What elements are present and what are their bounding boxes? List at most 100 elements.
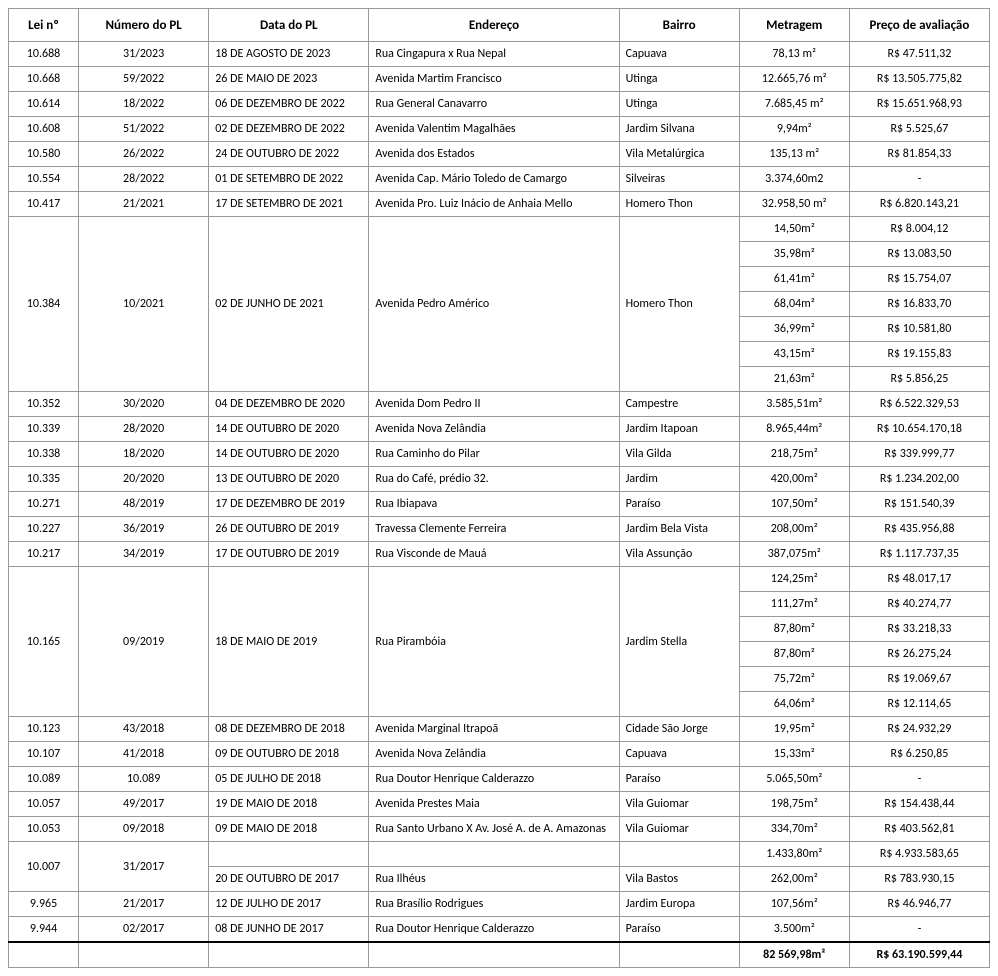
cell-pl: 31/2023 xyxy=(79,42,209,67)
cell-lei: 10.089 xyxy=(9,767,79,792)
cell-preco: R$ 6.820.143,21 xyxy=(849,192,989,217)
cell-endereco: Travessa Clemente Ferreira xyxy=(369,517,619,542)
cell-preco: R$ 10.654.170,18 xyxy=(849,417,989,442)
cell-lei: 10.668 xyxy=(9,67,79,92)
cell-endereco: Avenida Valentim Magalhães xyxy=(369,117,619,142)
cell-metragem: 3.500m² xyxy=(739,917,849,943)
cell-metragem: 61,41m² xyxy=(739,267,849,292)
table-row: 10.66859/202226 DE MAIO DE 2023Avenida M… xyxy=(9,67,990,92)
cell-data: 14 DE OUTUBRO DE 2020 xyxy=(209,442,369,467)
cell-lei: 10.384 xyxy=(9,217,79,392)
cell-endereco: Rua General Canavarro xyxy=(369,92,619,117)
cell-preco: R$ 154.438,44 xyxy=(849,792,989,817)
table-row: 9.94402/201708 DE JUNHO DE 2017Rua Douto… xyxy=(9,917,990,943)
cell-lei: 10.580 xyxy=(9,142,79,167)
cell-lei: 10.217 xyxy=(9,542,79,567)
cell-pl: 59/2022 xyxy=(79,67,209,92)
cell-endereco: Avenida dos Estados xyxy=(369,142,619,167)
table-body: 10.68831/202318 DE AGOSTO DE 2023Rua Cin… xyxy=(9,42,990,968)
cell-preco: R$ 10.581,80 xyxy=(849,317,989,342)
cell-data: 19 DE MAIO DE 2018 xyxy=(209,792,369,817)
cell-total-metragem: 82 569,98m² xyxy=(739,942,849,968)
table-header-row: Lei nº Número do PL Data do PL Endereço … xyxy=(9,9,990,42)
cell-bairro: Vila Bastos xyxy=(619,867,739,892)
cell-data: 20 DE OUTUBRO DE 2017 xyxy=(209,867,369,892)
header-data: Data do PL xyxy=(209,9,369,42)
cell-bairro: Silveiras xyxy=(619,167,739,192)
cell-empty xyxy=(369,942,619,968)
cell-pl: 02/2017 xyxy=(79,917,209,943)
cell-lei: 10.554 xyxy=(9,167,79,192)
cell-metragem: 107,56m² xyxy=(739,892,849,917)
cell-bairro: Jardim xyxy=(619,467,739,492)
cell-bairro: Homero Thon xyxy=(619,217,739,392)
cell-preco: R$ 4.933.583,65 xyxy=(849,842,989,867)
cell-data: 08 DE DEZEMBRO DE 2018 xyxy=(209,717,369,742)
cell-preco: R$ 19.069,67 xyxy=(849,667,989,692)
cell-preco: R$ 19.155,83 xyxy=(849,342,989,367)
cell-pl: 31/2017 xyxy=(79,842,209,892)
cell-preco: R$ 1.117.737,35 xyxy=(849,542,989,567)
cell-metragem: 15,33m² xyxy=(739,742,849,767)
cell-data: 26 DE OUTUBRO DE 2019 xyxy=(209,517,369,542)
cell-preco: R$ 48.017,17 xyxy=(849,567,989,592)
cell-preco: R$ 151.540,39 xyxy=(849,492,989,517)
table-row: 10.08910.08905 DE JULHO DE 2018Rua Douto… xyxy=(9,767,990,792)
table-row: 9.96521/201712 DE JULHO DE 2017Rua Brasí… xyxy=(9,892,990,917)
cell-preco: R$ 435.956,88 xyxy=(849,517,989,542)
cell-endereco: Rua Pirambóia xyxy=(369,567,619,717)
cell-preco: R$ 13.505.775,82 xyxy=(849,67,989,92)
header-preco: Preço de avaliação xyxy=(849,9,989,42)
table-row: 10.10741/201809 DE OUTUBRO DE 2018Avenid… xyxy=(9,742,990,767)
cell-lei: 10.123 xyxy=(9,717,79,742)
cell-endereco: Rua Ilhéus xyxy=(369,867,619,892)
table-row: 10.38410/202102 DE JUNHO DE 2021Avenida … xyxy=(9,217,990,242)
cell-bairro: Capuava xyxy=(619,742,739,767)
cell-endereco: Rua Doutor Henrique Calderazzo xyxy=(369,767,619,792)
cell-bairro: Homero Thon xyxy=(619,192,739,217)
totals-row: 82 569,98m²R$ 63.190.599,44 xyxy=(9,942,990,968)
cell-endereco: Avenida Prestes Maia xyxy=(369,792,619,817)
cell-endereco: Rua Caminho do Pilar xyxy=(369,442,619,467)
cell-bairro: Jardim Stella xyxy=(619,567,739,717)
cell-preco: R$ 339.999,77 xyxy=(849,442,989,467)
cell-bairro: Utinga xyxy=(619,67,739,92)
cell-data: 02 DE DEZEMBRO DE 2022 xyxy=(209,117,369,142)
table-row: 10.58026/202224 DE OUTUBRO DE 2022Avenid… xyxy=(9,142,990,167)
table-row: 10.16509/201918 DE MAIO DE 2019Rua Piram… xyxy=(9,567,990,592)
cell-metragem: 32.958,50 m² xyxy=(739,192,849,217)
table-row: 10.33928/202014 DE OUTUBRO DE 2020Avenid… xyxy=(9,417,990,442)
cell-metragem: 208,00m² xyxy=(739,517,849,542)
cell-metragem: 36,99m² xyxy=(739,317,849,342)
cell-preco: R$ 6.522.329,53 xyxy=(849,392,989,417)
cell-data: 17 DE OUTUBRO DE 2019 xyxy=(209,542,369,567)
header-bairro: Bairro xyxy=(619,9,739,42)
cell-data: 24 DE OUTUBRO DE 2022 xyxy=(209,142,369,167)
cell-pl: 21/2021 xyxy=(79,192,209,217)
cell-pl: 28/2020 xyxy=(79,417,209,442)
cell-preco: R$ 26.275,24 xyxy=(849,642,989,667)
cell-preco: R$ 5.525,67 xyxy=(849,117,989,142)
cell-endereco: Rua Santo Urbano X Av. José A. de A. Ama… xyxy=(369,817,619,842)
table-row: 10.33520/202013 DE OUTUBRO DE 2020Rua do… xyxy=(9,467,990,492)
cell-data: 04 DE DEZEMBRO DE 2020 xyxy=(209,392,369,417)
cell-endereco: Avenida Cap. Mário Toledo de Camargo xyxy=(369,167,619,192)
header-metragem: Metragem xyxy=(739,9,849,42)
cell-pl: 18/2020 xyxy=(79,442,209,467)
cell-data: 06 DE DEZEMBRO DE 2022 xyxy=(209,92,369,117)
cell-preco: - xyxy=(849,167,989,192)
cell-empty xyxy=(619,942,739,968)
cell-preco: R$ 16.833,70 xyxy=(849,292,989,317)
cell-metragem: 262,00m² xyxy=(739,867,849,892)
cell-preco: R$ 13.083,50 xyxy=(849,242,989,267)
cell-bairro: Jardim Silvana xyxy=(619,117,739,142)
cell-lei: 10.417 xyxy=(9,192,79,217)
cell-endereco: Rua Doutor Henrique Calderazzo xyxy=(369,917,619,943)
cell-lei: 10.053 xyxy=(9,817,79,842)
cell-bairro: Paraíso xyxy=(619,492,739,517)
cell-total-preco: R$ 63.190.599,44 xyxy=(849,942,989,968)
cell-data: 17 DE DEZEMBRO DE 2019 xyxy=(209,492,369,517)
cell-data: 05 DE JULHO DE 2018 xyxy=(209,767,369,792)
table-row: 10.68831/202318 DE AGOSTO DE 2023Rua Cin… xyxy=(9,42,990,67)
cell-metragem: 111,27m² xyxy=(739,592,849,617)
